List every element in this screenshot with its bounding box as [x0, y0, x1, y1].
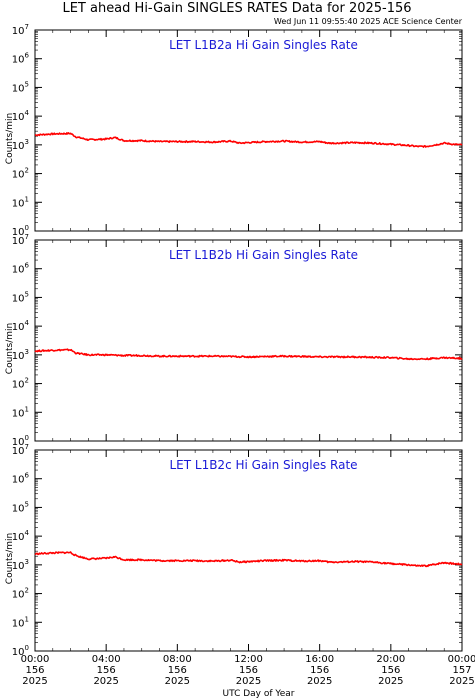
y-tick-label: 101: [12, 615, 29, 629]
x-tick-label: 2025: [307, 676, 332, 687]
figure-title: LET ahead Hi-Gain SINGLES RATES Data for…: [62, 1, 411, 16]
y-tick-label: 104: [12, 319, 30, 333]
y-tick-label: 102: [12, 377, 29, 391]
rate-series-line: [34, 132, 463, 148]
y-tick-label: 103: [12, 558, 29, 572]
y-tick-label: 105: [12, 290, 29, 304]
y-tick-label: 102: [12, 167, 29, 181]
y-tick-label: 104: [12, 529, 30, 543]
x-tick-label: 04:00: [92, 654, 121, 665]
x-tick-label: 2025: [93, 676, 118, 687]
x-tick-label: 2025: [236, 676, 261, 687]
x-tick-label: 156: [310, 665, 329, 676]
y-tick-label: 103: [12, 138, 29, 152]
y-tick-label: 107: [12, 233, 29, 247]
plot-frame: [34, 449, 463, 652]
y-tick-label: 101: [12, 405, 29, 419]
panel-3: 100 101 102 103 104 105 106 107 LET L1B2c Hi Gai…: [5, 443, 475, 699]
y-tick-label: 106: [12, 52, 30, 66]
x-axis-label: UTC Day of Year: [223, 689, 295, 699]
panel-title: LET L1B2a Hi Gain Singles Rate: [169, 38, 358, 52]
x-tick-label: 156: [381, 665, 400, 676]
chart-panels: 100 101 102 103 104 105 106 107 LET L1B2a Hi Gai…: [5, 23, 475, 699]
x-tick-label: 156: [97, 665, 116, 676]
figure-timestamp: Wed Jun 11 09:55:40 2025 ACE Science Cen…: [274, 17, 463, 26]
panel-title: LET L1B2b Hi Gain Singles Rate: [169, 248, 358, 262]
x-tick-label: 2025: [22, 676, 47, 687]
y-axis-label: Counts/min: [5, 323, 15, 374]
y-tick-label: 100: [12, 644, 29, 658]
rate-series-line: [34, 348, 463, 361]
y-tick-label: 106: [12, 472, 30, 486]
x-tick-label: 00:00: [448, 654, 475, 665]
y-tick-label: 107: [12, 443, 29, 457]
y-tick-label: 100: [12, 434, 29, 448]
y-axis-label: Counts/min: [5, 113, 15, 164]
x-tick-label: 12:00: [234, 654, 263, 665]
x-tick-label: 2025: [165, 676, 190, 687]
y-tick-label: 106: [12, 262, 30, 276]
x-tick-label: 08:00: [163, 654, 192, 665]
panel-1: 100 101 102 103 104 105 106 107 LET L1B2a Hi Gai…: [5, 23, 463, 238]
y-tick-label: 105: [12, 80, 29, 94]
x-tick-label: 20:00: [376, 654, 405, 665]
y-tick-label: 101: [12, 195, 29, 209]
x-tick-label: 157: [452, 665, 471, 676]
x-tick-label: 2025: [378, 676, 403, 687]
plot-frame: [34, 239, 463, 442]
x-tick-label: 00:00: [21, 654, 50, 665]
x-tick-label: 156: [239, 665, 258, 676]
panel-title: LET L1B2c Hi Gain Singles Rate: [169, 458, 357, 472]
y-tick-label: 105: [12, 500, 29, 514]
y-tick-label: 102: [12, 587, 29, 601]
plot-frame: [34, 29, 463, 232]
x-tick-label: 2025: [449, 676, 474, 687]
y-tick-label: 100: [12, 224, 29, 238]
y-tick-label: 103: [12, 348, 29, 362]
x-tick-label: 156: [25, 665, 44, 676]
rate-series-line: [34, 551, 463, 568]
panel-2: 100 101 102 103 104 105 106 107 LET L1B2b Hi Gai…: [5, 233, 463, 448]
y-axis-label: Counts/min: [5, 533, 15, 584]
y-tick-label: 107: [12, 23, 29, 37]
x-tick-label: 16:00: [305, 654, 334, 665]
x-tick-label: 156: [168, 665, 187, 676]
y-tick-label: 104: [12, 109, 30, 123]
